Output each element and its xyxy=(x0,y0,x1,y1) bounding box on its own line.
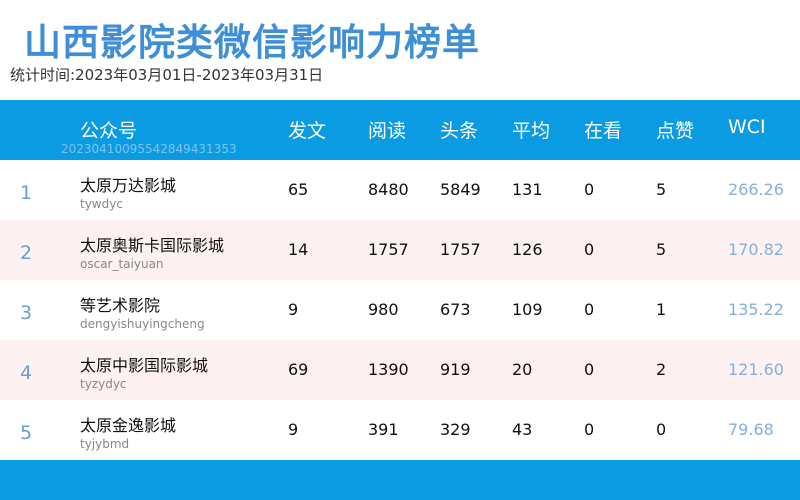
header-posts: 发文 xyxy=(288,120,327,142)
cell-likes: 5 xyxy=(656,180,667,199)
cell-wci: 79.68 xyxy=(728,420,774,439)
cell-watching: 0 xyxy=(584,180,595,199)
cell-headline: 919 xyxy=(440,360,471,379)
header-account: 公众号 xyxy=(80,120,138,142)
account-name: 太原奥斯卡国际影城 xyxy=(80,236,225,255)
cell-posts: 14 xyxy=(288,240,309,259)
account-id: tywdyc xyxy=(80,197,123,211)
date-range: 统计时间:2023年03月01日-2023年03月31日 xyxy=(10,66,324,84)
rank: 3 xyxy=(20,302,33,324)
cell-avg: 131 xyxy=(512,180,543,199)
header-avg: 平均 xyxy=(512,120,551,142)
cell-headline: 5849 xyxy=(440,180,481,199)
rank: 2 xyxy=(20,242,33,264)
table-row: 2 太原奥斯卡国际影城 oscar_taiyuan 14 1757 1757 126 0 5… xyxy=(0,220,800,280)
table-header: 公众号 发文 阅读 头条 平均 在看 点赞 WCI 20230410095542… xyxy=(0,100,800,160)
cell-likes: 1 xyxy=(656,300,667,319)
cell-posts: 9 xyxy=(288,420,299,439)
account-id: tyjybmd xyxy=(80,437,130,451)
cell-watching: 0 xyxy=(584,300,595,319)
cell-avg: 126 xyxy=(512,240,543,259)
cell-avg: 20 xyxy=(512,360,533,379)
cell-avg: 43 xyxy=(512,420,533,439)
cell-reads: 1390 xyxy=(368,360,409,379)
cell-reads: 980 xyxy=(368,300,399,319)
cell-likes: 2 xyxy=(656,360,667,379)
account-id: tyzydyc xyxy=(80,377,127,391)
cell-wci: 170.82 xyxy=(728,240,784,259)
table-row: 4 太原中影国际影城 tyzydyc 69 1390 919 20 0 2 121.60 xyxy=(0,340,800,400)
cell-avg: 109 xyxy=(512,300,543,319)
rank: 4 xyxy=(20,362,33,384)
cell-posts: 65 xyxy=(288,180,309,199)
cell-reads: 1757 xyxy=(368,240,409,259)
header-watching: 在看 xyxy=(584,120,623,142)
cell-reads: 391 xyxy=(368,420,399,439)
cell-watching: 0 xyxy=(584,420,595,439)
account-id: oscar_taiyuan xyxy=(80,257,164,271)
account-name: 太原金逸影城 xyxy=(80,416,177,435)
table-row: 1 太原万达影城 tywdyc 65 8480 5849 131 0 5 266.26 xyxy=(0,160,800,220)
header-wci: WCI xyxy=(728,116,766,138)
header-likes: 点赞 xyxy=(656,120,695,142)
table-row: 5 太原金逸影城 tyjybmd 9 391 329 43 0 0 79.68 xyxy=(0,400,800,460)
account-name: 太原中影国际影城 xyxy=(80,356,209,375)
cell-wci: 135.22 xyxy=(728,300,784,319)
account-id: dengyishuyingcheng xyxy=(80,317,205,331)
cell-watching: 0 xyxy=(584,360,595,379)
header-headline: 头条 xyxy=(440,120,479,142)
footer-band xyxy=(0,460,800,500)
cell-wci: 266.26 xyxy=(728,180,784,199)
cell-wci: 121.60 xyxy=(728,360,784,379)
cell-headline: 329 xyxy=(440,420,471,439)
cell-posts: 9 xyxy=(288,300,299,319)
watermark-code: 20230410095542849431353 xyxy=(61,142,237,156)
rank: 1 xyxy=(20,182,33,204)
cell-reads: 8480 xyxy=(368,180,409,199)
cell-likes: 5 xyxy=(656,240,667,259)
cell-watching: 0 xyxy=(584,240,595,259)
account-name: 等艺术影院 xyxy=(80,296,161,315)
cell-posts: 69 xyxy=(288,360,309,379)
cell-headline: 673 xyxy=(440,300,471,319)
rank: 5 xyxy=(20,422,33,444)
header-reads: 阅读 xyxy=(368,120,407,142)
cell-likes: 0 xyxy=(656,420,667,439)
cell-headline: 1757 xyxy=(440,240,481,259)
page-title: 山西影院类微信影响力榜单 xyxy=(24,21,480,64)
table-row: 3 等艺术影院 dengyishuyingcheng 9 980 673 109 0 1 13… xyxy=(0,280,800,340)
account-name: 太原万达影城 xyxy=(80,176,177,195)
